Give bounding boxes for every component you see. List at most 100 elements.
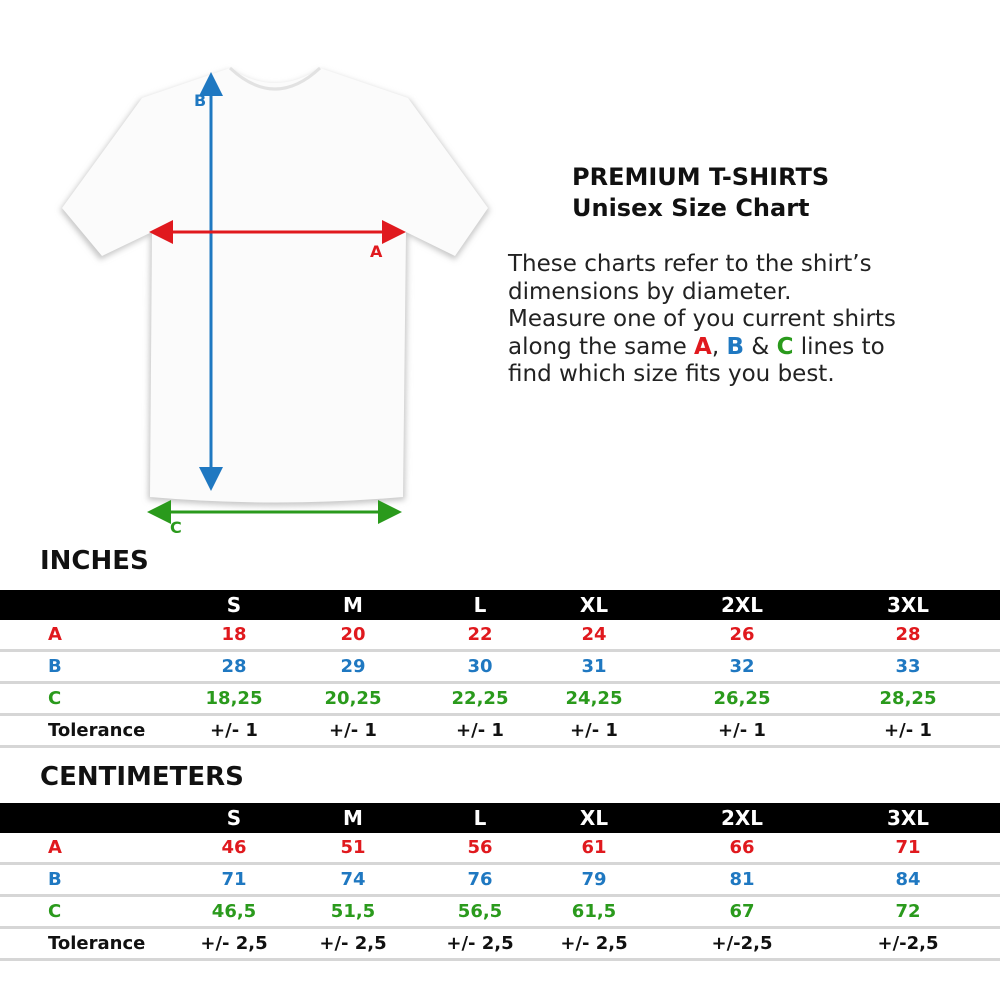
table-cell: 79 <box>581 869 607 890</box>
table-cell: 46,5 <box>211 901 257 922</box>
size-header: M <box>343 593 363 617</box>
chart-title: PREMIUM T-SHIRTS Unisex Size Chart <box>572 162 829 224</box>
centimeters-heading: CENTIMETERS <box>40 762 244 792</box>
table-cell: 56,5 <box>457 901 503 922</box>
table-cell: 18,25 <box>205 688 263 709</box>
table-cell: 51 <box>340 837 366 858</box>
table-cell: 74 <box>340 869 366 890</box>
size-header: S <box>226 806 242 830</box>
table-row: B 28 29 30 31 32 33 <box>0 652 1000 684</box>
table-cell: 61,5 <box>571 901 617 922</box>
table-cell: +/- 2,5 <box>319 933 387 954</box>
table-cell: +/- 1 <box>570 720 618 741</box>
table-cell: 20 <box>340 624 366 645</box>
table-cell: 81 <box>729 869 755 890</box>
description: These charts refer to the shirt’s dimens… <box>508 251 978 389</box>
size-header: 2XL <box>720 593 764 617</box>
desc-b: B <box>726 333 745 360</box>
table-cell: 61 <box>581 837 607 858</box>
size-header-row: S M L XL 2XL 3XL <box>0 590 1000 620</box>
desc-text: & <box>744 333 777 360</box>
size-header: 2XL <box>720 806 764 830</box>
table-cell: 67 <box>729 901 755 922</box>
table-cell: 28 <box>895 624 921 645</box>
inches-table: S M L XL 2XL 3XL A 18 20 22 24 26 28 B 28 29 30 31 32 33 C 18… <box>0 590 1000 748</box>
row-label: C <box>48 688 62 709</box>
table-row: B 71 74 76 79 81 84 <box>0 865 1000 897</box>
title-line2: Unisex Size Chart <box>572 194 810 222</box>
centimeters-table: S M L XL 2XL 3XL A 46 51 56 61 66 71 B 71 74 76 79 81 84 C 46… <box>0 803 1000 961</box>
table-cell: 26 <box>729 624 755 645</box>
table-row: C 18,25 20,25 22,25 24,25 26,25 28,25 <box>0 684 1000 716</box>
size-header: 3XL <box>886 593 930 617</box>
desc-a: A <box>694 333 712 360</box>
table-cell: +/-2,5 <box>711 933 773 954</box>
table-cell: 18 <box>221 624 247 645</box>
table-cell: 76 <box>467 869 493 890</box>
row-label: B <box>48 656 62 677</box>
size-header: 3XL <box>886 806 930 830</box>
desc-text: , <box>711 333 727 360</box>
title-line1: PREMIUM T-SHIRTS <box>572 163 830 191</box>
desc-line: Measure one of you current shirts <box>508 306 896 332</box>
row-label: B <box>48 869 62 890</box>
table-cell: 84 <box>895 869 921 890</box>
table-row: Tolerance +/- 1 +/- 1 +/- 1 +/- 1 +/- 1 +/- 1 <box>0 716 1000 748</box>
size-header-row: S M L XL 2XL 3XL <box>0 803 1000 833</box>
tshirt-diagram: B A C <box>60 66 490 537</box>
table-cell: 30 <box>467 656 493 677</box>
table-cell: 33 <box>895 656 921 677</box>
row-label: A <box>48 624 62 645</box>
table-cell: 56 <box>467 837 493 858</box>
row-label: A <box>48 837 62 858</box>
table-cell: 22,25 <box>451 688 509 709</box>
table-cell: 28,25 <box>879 688 937 709</box>
table-cell: 46 <box>221 837 247 858</box>
tshirt-collar <box>228 66 322 91</box>
table-cell: +/- 1 <box>329 720 377 741</box>
table-cell: 20,25 <box>324 688 382 709</box>
desc-line: along the same A, B & C lines to <box>508 334 978 362</box>
table-cell: +/- 1 <box>210 720 258 741</box>
size-header: M <box>343 806 363 830</box>
table-cell: 51,5 <box>330 901 376 922</box>
tshirt-body <box>62 68 488 503</box>
size-header: XL <box>579 593 609 617</box>
table-cell: +/- 2,5 <box>560 933 628 954</box>
table-cell: 26,25 <box>713 688 771 709</box>
table-cell: 32 <box>729 656 755 677</box>
inches-heading: INCHES <box>40 546 149 576</box>
row-label: C <box>48 901 62 922</box>
table-row: A 18 20 22 24 26 28 <box>0 620 1000 652</box>
measure-b-label: B <box>194 91 206 110</box>
table-cell: +/- 1 <box>884 720 932 741</box>
size-header: L <box>473 593 487 617</box>
table-cell: 24,25 <box>565 688 623 709</box>
table-cell: +/- 2,5 <box>446 933 514 954</box>
desc-text: along the same <box>508 333 695 360</box>
desc-line: find which size fits you best. <box>508 361 835 387</box>
table-cell: 71 <box>895 837 921 858</box>
desc-text: lines to <box>793 333 885 360</box>
size-header: XL <box>579 806 609 830</box>
table-cell: 28 <box>221 656 247 677</box>
table-cell: 22 <box>467 624 493 645</box>
table-cell: 31 <box>581 656 607 677</box>
desc-line: dimensions by diameter. <box>508 278 792 305</box>
table-cell: 29 <box>340 656 366 677</box>
table-cell: +/- 2,5 <box>200 933 268 954</box>
row-label: Tolerance <box>48 933 146 954</box>
size-header: L <box>473 806 487 830</box>
table-cell: +/- 1 <box>456 720 504 741</box>
table-row: C 46,5 51,5 56,5 61,5 67 72 <box>0 897 1000 929</box>
table-row: A 46 51 56 61 66 71 <box>0 833 1000 865</box>
size-header: S <box>226 593 242 617</box>
desc-c: C <box>776 333 794 360</box>
table-cell: +/- 1 <box>718 720 766 741</box>
row-label: Tolerance <box>48 720 146 741</box>
measure-c-label: C <box>170 518 182 537</box>
table-cell: 66 <box>729 837 755 858</box>
table-cell: 24 <box>581 624 607 645</box>
measure-a-label: A <box>370 242 383 261</box>
table-row: Tolerance +/- 2,5 +/- 2,5 +/- 2,5 +/- 2,5 +/-… <box>0 929 1000 961</box>
